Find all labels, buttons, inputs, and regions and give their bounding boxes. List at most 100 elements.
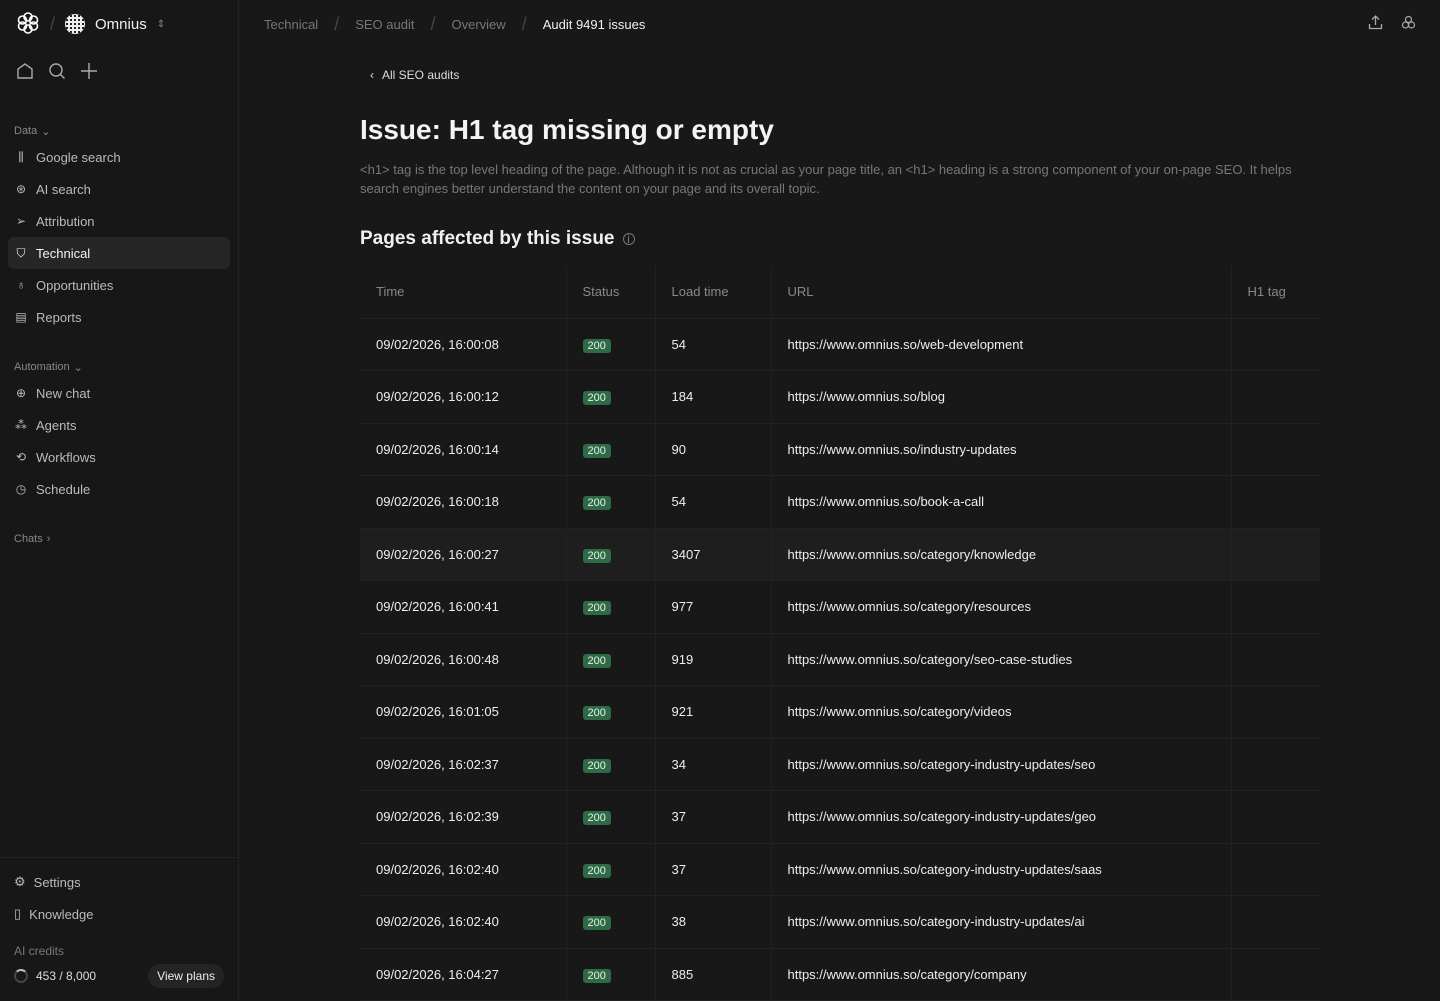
sidebar-item-schedule[interactable]: ◷ Schedule: [8, 473, 230, 505]
sidebar-item-agents[interactable]: ⁂ Agents: [8, 409, 230, 441]
url-cell[interactable]: https://www.omnius.so/blog: [771, 370, 1232, 424]
url-cell[interactable]: https://www.omnius.so/category/seo-case-…: [771, 633, 1232, 686]
h1-tag-cell: [1231, 738, 1320, 791]
column-header[interactable]: Time: [360, 266, 567, 319]
book-icon: ▯: [14, 906, 22, 921]
status-badge: 200: [582, 391, 611, 406]
agents-icon[interactable]: [1401, 15, 1416, 33]
sidebar-item-label: Reports: [36, 309, 82, 325]
status-cell: 200: [566, 423, 656, 476]
table-row[interactable]: 09/02/2026, 16:02:40 200 37 https://www.omn…: [360, 843, 1320, 896]
url-cell[interactable]: https://www.omnius.so/industry-updates: [771, 423, 1232, 476]
sidebar-item-label: AI search: [36, 181, 91, 197]
table-row[interactable]: 09/02/2026, 16:00:27 200 3407 https://www.o…: [360, 528, 1320, 581]
url-cell[interactable]: https://www.omnius.so/category/knowledge: [771, 528, 1232, 581]
url-cell[interactable]: https://www.omnius.so/category-industry-…: [771, 895, 1232, 949]
breadcrumb-seo-audit[interactable]: SEO audit: [355, 16, 415, 32]
table-row[interactable]: 09/02/2026, 16:00:14 200 90 https://www.omn…: [360, 423, 1320, 476]
sidebar-item-ai-search[interactable]: ⊛ AI search: [8, 173, 230, 205]
status-badge: 200: [582, 811, 611, 826]
chevron-updown-icon[interactable]: ⇕: [156, 18, 166, 30]
search-icon[interactable]: [48, 62, 66, 83]
breadcrumb-technical[interactable]: Technical: [264, 16, 319, 32]
status-badge: 200: [582, 443, 611, 458]
sidebar-item-attribution[interactable]: ➢ Attribution: [8, 205, 230, 237]
url-cell[interactable]: https://www.omnius.so/category/resources: [771, 580, 1232, 634]
status-badge: 200: [582, 968, 611, 983]
table-row[interactable]: 09/02/2026, 16:02:40 200 38 https://www.omn…: [360, 895, 1320, 949]
url-cell[interactable]: https://www.omnius.so/book-a-call: [771, 475, 1232, 529]
table-row[interactable]: 09/02/2026, 16:00:18 200 54 https://www.omn…: [360, 475, 1320, 529]
section-chats[interactable]: Chats ›: [14, 533, 51, 545]
table-row[interactable]: 09/02/2026, 16:04:27 200 885 https://www.om…: [360, 948, 1320, 1001]
info-icon[interactable]: i: [622, 232, 635, 246]
url-cell[interactable]: https://www.omnius.so/category-industry-…: [771, 790, 1232, 844]
view-plans-button[interactable]: View plans: [148, 964, 224, 988]
h1-tag-cell: [1231, 895, 1320, 949]
brain-icon: ⊛: [15, 182, 27, 196]
sidebar: / Omnius ⇕ Data ⌄ ⫼ Google search ⊛ AI searc…: [0, 0, 239, 1000]
sidebar-item-workflows[interactable]: ⟲ Workflows: [8, 441, 230, 473]
status-cell: 200: [566, 475, 656, 529]
sidebar-item-google-search[interactable]: ⫼ Google search: [8, 141, 230, 173]
load-time-cell: 977: [655, 580, 772, 634]
credits-label: AI credits: [14, 944, 65, 958]
load-time-cell: 3407: [655, 528, 772, 581]
url-cell[interactable]: https://www.omnius.so/category/company: [771, 948, 1232, 1001]
h1-tag-cell: [1231, 843, 1320, 896]
table-row[interactable]: 09/02/2026, 16:00:48 200 919 https://www.om…: [360, 633, 1320, 686]
table-row[interactable]: 09/02/2026, 16:00:12 200 184 https://www.om…: [360, 370, 1320, 424]
breadcrumb-overview[interactable]: Overview: [451, 16, 506, 32]
url-cell[interactable]: https://www.omnius.so/category-industry-…: [771, 843, 1232, 896]
sidebar-item-reports[interactable]: ▤ Reports: [8, 301, 230, 333]
table-row[interactable]: 09/02/2026, 16:02:37 200 34 https://www.omn…: [360, 738, 1320, 791]
status-badge: 200: [582, 653, 611, 668]
status-cell: 200: [566, 790, 656, 844]
sidebar-item-label: Technical: [36, 245, 91, 261]
load-time-cell: 184: [655, 370, 772, 424]
table-row[interactable]: 09/02/2026, 16:00:41 200 977 https://www.om…: [360, 580, 1320, 634]
export-icon[interactable]: [1368, 15, 1383, 33]
back-link[interactable]: ‹ All SEO audits: [370, 68, 460, 82]
time-cell: 09/02/2026, 16:02:37: [360, 738, 567, 791]
column-header[interactable]: URL: [771, 266, 1232, 319]
home-icon[interactable]: [16, 62, 34, 83]
section-data[interactable]: Data ⌄: [14, 125, 51, 138]
status-cell: 200: [566, 318, 656, 371]
url-cell[interactable]: https://www.omnius.so/category-industry-…: [771, 738, 1232, 791]
h1-tag-cell: [1231, 633, 1320, 686]
sidebar-item-label: Agents: [36, 417, 77, 433]
status-cell: 200: [566, 685, 656, 739]
omnius-logo-icon[interactable]: [16, 11, 40, 38]
time-cell: 09/02/2026, 16:00:18: [360, 475, 567, 529]
workspace-name[interactable]: Omnius: [95, 15, 147, 33]
table-row[interactable]: 09/02/2026, 16:01:05 200 921 https://www.om…: [360, 685, 1320, 739]
table-row[interactable]: 09/02/2026, 16:00:08 200 54 https://www.omn…: [360, 318, 1320, 371]
status-badge: 200: [582, 863, 611, 878]
breadcrumb-current: Audit 9491 issues: [542, 16, 646, 32]
load-time-cell: 54: [655, 318, 772, 371]
sidebar-item-opportunities[interactable]: ♁ Opportunities: [8, 269, 230, 301]
url-cell[interactable]: https://www.omnius.so/web-development: [771, 318, 1232, 371]
sidebar-item-new-chat[interactable]: ⊕ New chat: [8, 377, 230, 409]
workflow-icon: ⟲: [15, 450, 27, 464]
url-cell[interactable]: https://www.omnius.so/category/videos: [771, 685, 1232, 739]
h1-tag-cell: [1231, 475, 1320, 529]
column-header[interactable]: Status: [566, 266, 656, 319]
status-badge: 200: [582, 758, 611, 773]
h1-tag-cell: [1231, 580, 1320, 634]
column-header[interactable]: Load time: [655, 266, 772, 319]
credits-progress-ring: [14, 969, 28, 983]
sidebar-item-settings[interactable]: ⚙ Settings: [14, 874, 81, 890]
sidebar-item-technical[interactable]: ⛉ Technical: [8, 237, 230, 269]
sidebar-item-label: Workflows: [36, 449, 96, 465]
status-cell: 200: [566, 738, 656, 791]
time-cell: 09/02/2026, 16:00:08: [360, 318, 567, 371]
plus-icon[interactable]: [80, 62, 98, 83]
sidebar-item-knowledge[interactable]: ▯ Knowledge: [14, 906, 94, 922]
time-cell: 09/02/2026, 16:04:27: [360, 948, 567, 1001]
section-automation[interactable]: Automation ⌄: [14, 361, 83, 374]
status-cell: 200: [566, 580, 656, 634]
table-row[interactable]: 09/02/2026, 16:02:39 200 37 https://www.omn…: [360, 790, 1320, 844]
column-header[interactable]: H1 tag: [1231, 266, 1320, 319]
